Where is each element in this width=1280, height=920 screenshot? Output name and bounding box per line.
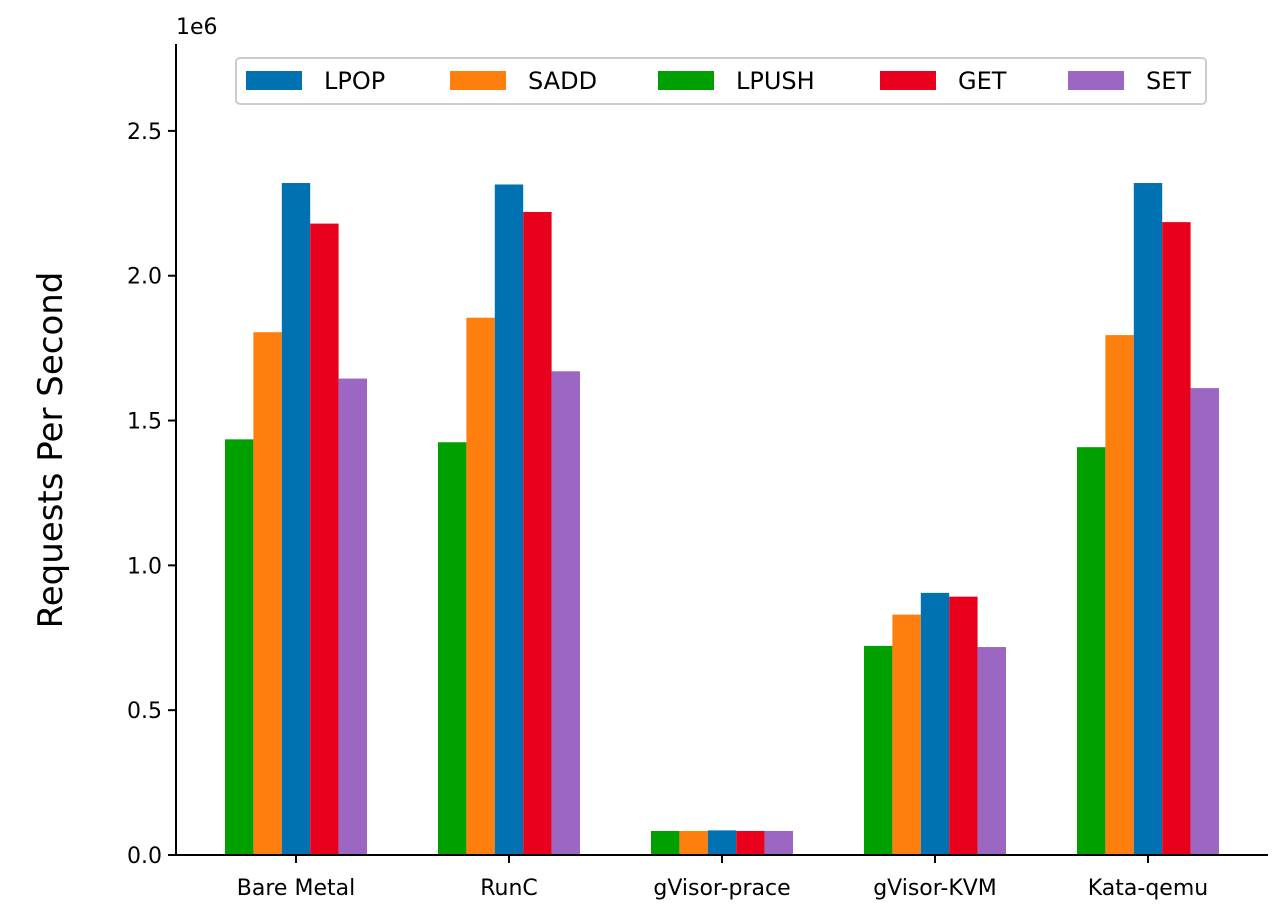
y-tick-label: 0.0 <box>127 844 162 869</box>
bar-sadd-gvisor-prace <box>679 830 708 855</box>
bar-get-bare-metal <box>310 223 339 856</box>
y-tick-label: 1.5 <box>127 410 162 435</box>
y-axis-title: Requests Per Second <box>31 272 71 629</box>
y-tick-label: 0.5 <box>127 699 162 724</box>
y-tick-label: 2.0 <box>127 265 162 290</box>
bar-lpush-gvisor-prace <box>651 830 680 855</box>
bar-lpop-bare-metal <box>281 183 311 855</box>
bar-lpush-runc <box>438 442 467 855</box>
legend-item-set: SET <box>1068 67 1191 95</box>
legend-swatch-sadd <box>450 71 506 90</box>
bar-lpop-gvisor-prace <box>707 830 737 855</box>
bar-group-gvisor-prace <box>651 830 793 855</box>
bar-sadd-runc <box>466 317 495 855</box>
bar-set-gvisor-prace <box>764 830 793 855</box>
bar-get-runc <box>523 211 552 855</box>
bar-lpop-runc <box>494 184 524 855</box>
legend-label-set: SET <box>1146 67 1191 95</box>
bar-sadd-gvisor-kvm <box>892 614 921 855</box>
bar-group-bare-metal <box>225 183 367 856</box>
y-tick-label: 1.0 <box>127 554 162 579</box>
bar-group-gvisor-kvm <box>864 592 1006 855</box>
bar-set-runc <box>551 371 580 855</box>
bar-sadd-bare-metal <box>253 332 282 855</box>
legend-swatch-lpop <box>246 71 302 90</box>
legend-item-sadd: SADD <box>450 67 597 95</box>
legend-label-get: GET <box>958 67 1007 95</box>
bar-lpush-gvisor-kvm <box>864 645 893 855</box>
legend-item-lpop: LPOP <box>246 67 385 95</box>
bar-group-kata-qemu <box>1077 183 1219 855</box>
x-axis-ticks: Bare Metal RunC gVisor-prace gVisor-KVM Kata… <box>237 855 1208 901</box>
x-tick-label: Kata-qemu <box>1088 876 1208 901</box>
bar-get-kata-qemu <box>1162 222 1191 855</box>
legend-label-sadd: SADD <box>528 67 597 95</box>
bar-lpop-kata-qemu <box>1133 183 1163 855</box>
bar-sadd-kata-qemu <box>1105 335 1134 855</box>
y-tick-label: 2.5 <box>127 120 162 145</box>
bar-set-kata-qemu <box>1190 388 1219 855</box>
bar-get-gvisor-kvm <box>949 596 978 855</box>
bars-layer <box>225 183 1219 856</box>
bar-lpop-gvisor-kvm <box>920 592 950 855</box>
bar-get-gvisor-prace <box>736 830 765 855</box>
x-tick-label: gVisor-KVM <box>873 876 997 901</box>
y-axis-ticks: 0.0 0.5 1.0 1.5 2.0 2.5 <box>127 120 176 869</box>
x-tick-label: RunC <box>480 876 538 901</box>
bar-group-runc <box>438 184 580 855</box>
legend-swatch-set <box>1068 71 1124 90</box>
legend-item-lpush: LPUSH <box>658 67 815 95</box>
legend-label-lpop: LPOP <box>324 67 385 95</box>
bar-set-bare-metal <box>338 378 367 855</box>
legend-frame <box>235 57 1207 105</box>
bar-lpush-bare-metal <box>225 439 254 855</box>
legend-swatch-get <box>880 71 936 90</box>
legend-item-get: GET <box>880 67 1007 95</box>
y-scale-label: 1e6 <box>176 15 218 40</box>
legend: LPOP SADD LPUSH GET SET <box>235 57 1207 105</box>
bar-lpush-kata-qemu <box>1077 447 1106 855</box>
x-tick-label: gVisor-prace <box>653 876 790 901</box>
legend-swatch-lpush <box>658 71 714 90</box>
bar-set-gvisor-kvm <box>977 647 1006 855</box>
x-tick-label: Bare Metal <box>237 876 355 901</box>
legend-label-lpush: LPUSH <box>736 67 815 95</box>
